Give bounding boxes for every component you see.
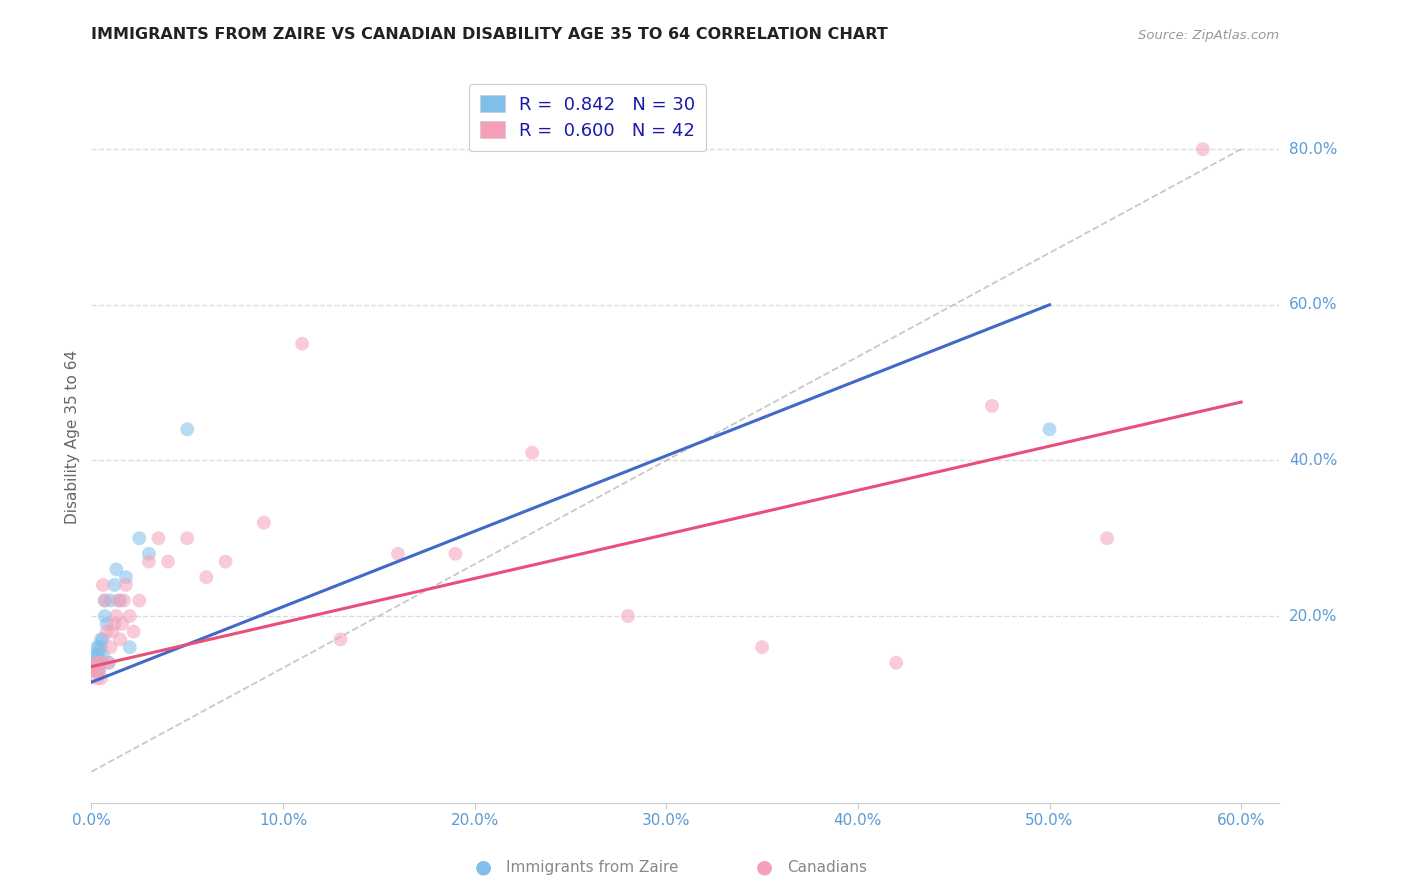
Point [115,578,138,592]
Point [122,624,145,639]
Point [100,640,122,655]
Point [118,640,141,655]
Text: 80.0%: 80.0% [1289,142,1337,157]
Point [87,656,110,670]
Point [617,609,640,624]
Point [87,640,110,655]
Point [1191,142,1213,156]
Point [86,664,108,678]
Point [138,555,160,569]
Point [91,578,114,592]
Point [86,648,108,662]
Legend: R =  0.842   N = 30, R =  0.600   N = 42: R = 0.842 N = 30, R = 0.600 N = 42 [468,84,706,151]
Point [387,547,409,561]
Point [329,632,352,647]
Point [176,422,198,436]
Y-axis label: Disability Age 35 to 64: Disability Age 35 to 64 [65,350,80,524]
Point [981,399,1004,413]
Point [90,656,112,670]
Point [105,562,128,576]
Text: 40.0%: 40.0% [1289,453,1337,468]
Point [103,616,125,631]
Point [86,671,108,685]
Point [1095,531,1118,545]
Point [86,664,108,678]
Point [86,640,108,655]
Text: IMMIGRANTS FROM ZAIRE VS CANADIAN DISABILITY AGE 35 TO 64 CORRELATION CHART: IMMIGRANTS FROM ZAIRE VS CANADIAN DISABI… [91,27,889,42]
Point [195,570,218,584]
Point [84,648,107,662]
Point [112,593,135,607]
Point [91,632,114,647]
Text: Immigrants from Zaire: Immigrants from Zaire [506,860,679,874]
Point [214,555,236,569]
Point [138,547,160,561]
Point [84,656,107,670]
Text: Source: ZipAtlas.com: Source: ZipAtlas.com [1139,29,1279,42]
Text: Canadians: Canadians [787,860,868,874]
Point [90,640,112,655]
Point [115,570,138,584]
Point [128,531,150,545]
Point [87,664,110,678]
Point [97,656,120,670]
Point [884,656,907,670]
Point [94,593,117,607]
Point [90,671,112,685]
Point [87,648,110,662]
Point [97,656,120,670]
Point [128,593,150,607]
Text: 20.0%: 20.0% [1289,608,1337,624]
Point [100,593,122,607]
Point [107,593,129,607]
Point [148,531,170,545]
Point [751,640,773,655]
Point [157,555,180,569]
Point [108,593,131,607]
Point [84,656,107,670]
Point [82,656,104,670]
Point [84,664,107,678]
Point [444,547,467,561]
Point [90,632,112,647]
Point [94,593,117,607]
Point [94,609,117,624]
Text: 60.0%: 60.0% [1289,297,1337,312]
Point [91,648,114,662]
Point [103,578,125,592]
Point [108,632,131,647]
Point [253,516,276,530]
Point [105,609,128,624]
Point [82,664,104,678]
Point [86,656,108,670]
Point [520,445,543,459]
Point [96,624,118,639]
Point [101,624,124,639]
Point [1038,422,1060,436]
Point [176,531,198,545]
Point [111,616,134,631]
Text: ●: ● [756,857,773,877]
Point [291,336,314,351]
Point [87,664,110,678]
Point [90,656,112,670]
Text: ●: ● [475,857,492,877]
Point [118,609,141,624]
Point [96,616,118,631]
